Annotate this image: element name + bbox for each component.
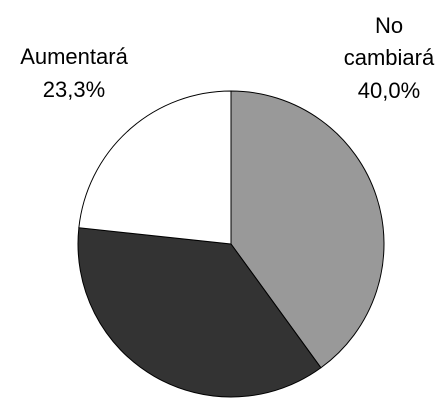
- slice-label-no-cambiara-line2: cambiará: [344, 45, 435, 70]
- slice-value-aumentara: 23,3%: [43, 77, 105, 102]
- pie-slices: [77, 90, 385, 398]
- slice-label-no-cambiara-line1: No: [375, 13, 403, 38]
- slice-unlabeled: [77, 227, 322, 398]
- slice-no-cambiara: [230, 90, 385, 369]
- slice-value-no-cambiara: 40,0%: [358, 78, 420, 103]
- slice-label-aumentara: Aumentará: [20, 44, 128, 69]
- slice-aumentara: [78, 90, 232, 245]
